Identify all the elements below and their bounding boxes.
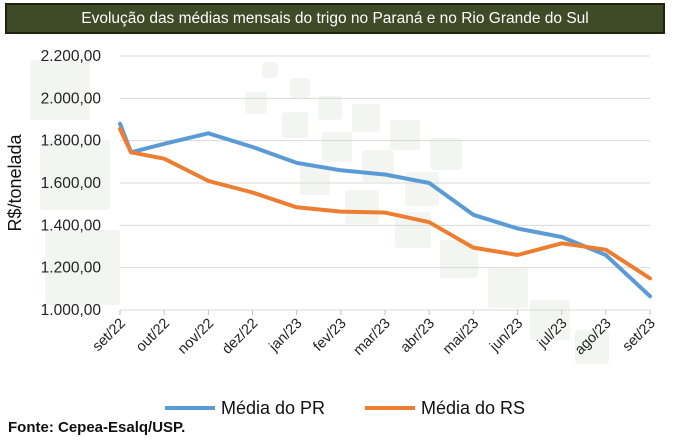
x-tick-label: out/22 (133, 316, 173, 356)
y-tick-label: 1.600,00 (41, 175, 102, 192)
x-tick-label: dez/22 (219, 316, 261, 358)
series-lines (118, 121, 652, 299)
x-tick-label: jun/23 (486, 316, 526, 356)
watermark-square (40, 140, 110, 210)
watermark-square (290, 78, 310, 98)
watermark-square (405, 172, 439, 206)
watermark-pattern (30, 60, 609, 364)
watermark-square (282, 112, 308, 138)
legend-label: Média do RS (421, 398, 525, 418)
x-tick-label: mai/23 (440, 316, 482, 358)
watermark-square (575, 330, 609, 364)
watermark-square (430, 138, 462, 170)
y-axis-label: R$/tonelada (5, 133, 25, 231)
legend: Média do PR Média do RS (165, 398, 525, 418)
series-line (118, 121, 652, 299)
y-axis-ticks: 2.200,00 2.000,00 1.800,00 1.600,00 1.400,00… (41, 48, 102, 319)
x-tick-label: set/23 (620, 316, 659, 355)
x-tick-label: fev/23 (310, 316, 349, 355)
watermark-square (345, 190, 379, 224)
y-tick-label: 2.000,00 (41, 90, 102, 107)
x-tick-label: set/22 (90, 316, 129, 355)
watermark-square (390, 120, 420, 150)
y-tick-label: 1.400,00 (41, 217, 102, 234)
watermark-square (440, 240, 478, 278)
watermark-square (262, 62, 278, 78)
chart-title-bar: Evolução das médias mensais do trigo no … (5, 3, 665, 34)
x-tick-label: mar/23 (351, 316, 394, 359)
watermark-square (352, 104, 380, 132)
chart-title: Evolução das médias mensais do trigo no … (81, 9, 589, 27)
watermark-square (322, 132, 352, 162)
source-note: Fonte: Cepea-Esalq/USP. (8, 419, 186, 436)
watermark-square (30, 60, 90, 120)
y-tick-label: 1.000,00 (41, 302, 102, 319)
gridlines (120, 55, 650, 311)
watermark-square (318, 96, 342, 120)
y-tick-label: 2.200,00 (41, 48, 102, 65)
x-tick-label: nov/22 (175, 316, 217, 358)
x-axis-ticks: set/22 out/22 nov/22 dez/22 jan/23 fev/23 mar/… (90, 310, 659, 359)
watermark-square (245, 92, 267, 114)
watermark-square (45, 230, 120, 305)
y-tick-label: 1.200,00 (41, 260, 102, 277)
y-tick-label: 1.800,00 (41, 133, 102, 150)
watermark-square (488, 268, 528, 308)
x-tick-label: abr/23 (398, 316, 438, 356)
legend-label: Média do PR (221, 398, 325, 418)
x-tick-label: jan/23 (266, 316, 306, 356)
watermark-square (300, 165, 330, 195)
series-line (118, 127, 652, 281)
